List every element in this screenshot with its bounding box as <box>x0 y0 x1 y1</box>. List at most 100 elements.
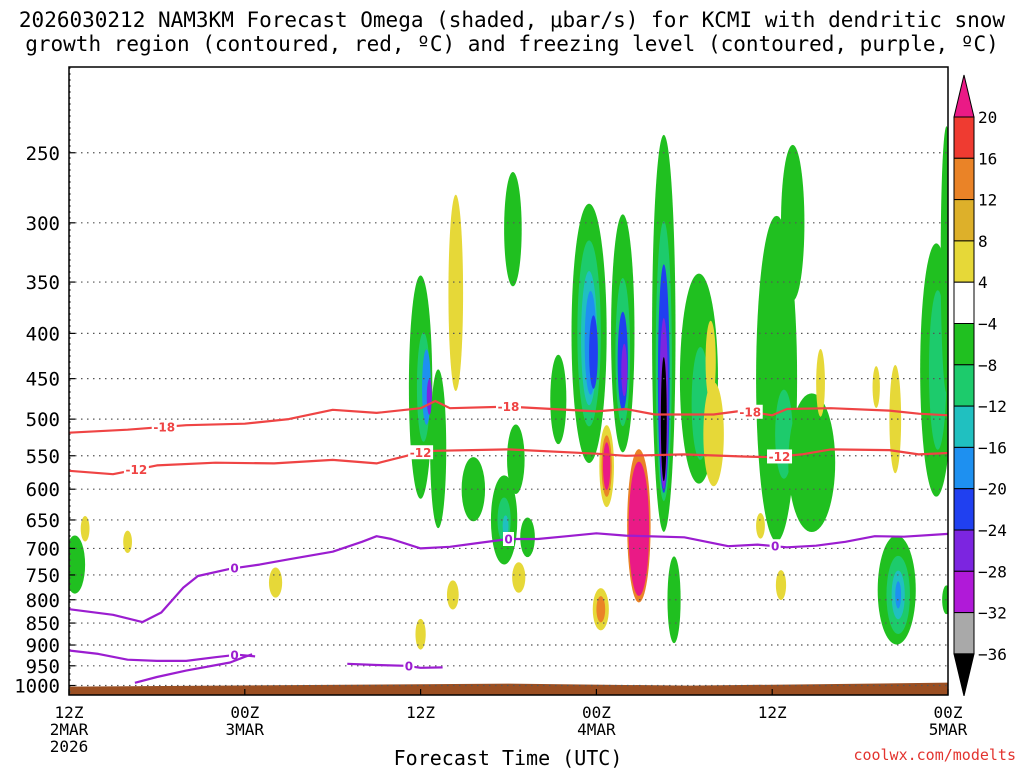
colorbar: 20 16 12 8 4 −4 −8 −12 −16 −20 −24 −28 −32 −36 <box>953 74 1007 697</box>
colorbar-label-5: −4 <box>978 315 997 334</box>
plot-area <box>69 67 948 695</box>
omega-shade-17 <box>512 562 526 593</box>
omega-shade-23 <box>589 315 598 389</box>
omega-shade-59 <box>942 585 948 615</box>
contour-label-0-0: -18 <box>153 420 175 434</box>
colorbar-band-13 <box>953 612 975 655</box>
y-tick-label-900: 900 <box>26 635 60 657</box>
colorbar-band-1 <box>953 116 975 159</box>
omega-shade-60 <box>816 349 825 417</box>
y-tick-label-700: 700 <box>26 538 60 560</box>
omega-shade-2 <box>123 530 132 553</box>
colorbar-label-3: 8 <box>978 232 988 251</box>
y-tick-label-500: 500 <box>26 409 60 431</box>
omega-shade-62 <box>507 424 525 494</box>
y-tick-label-750: 750 <box>26 565 60 587</box>
omega-shade-7 <box>426 379 433 415</box>
omega-shade-34 <box>628 461 650 596</box>
y-tick-label-400: 400 <box>26 323 60 345</box>
omega-shade-8 <box>430 369 447 529</box>
omega-shade-1 <box>80 516 90 542</box>
contour-label-bg-0-0 <box>151 419 177 434</box>
contour-label-1-0: -12 <box>126 463 148 477</box>
omega-shade-10 <box>461 457 486 522</box>
colorbar-band-7 <box>953 364 975 407</box>
colorbar-band-4 <box>953 240 975 283</box>
colorbar-top-arrow <box>953 74 975 118</box>
x-tick-label-2-0: 12Z <box>406 703 435 722</box>
omega-shade-48 <box>788 393 836 533</box>
omega-shade-51 <box>889 364 902 474</box>
contour-1 <box>69 448 948 476</box>
colorbar-band-6 <box>953 323 975 366</box>
omega-shade-58 <box>940 126 948 393</box>
omega-shade-3 <box>268 567 283 598</box>
y-tick-label-300: 300 <box>26 213 60 235</box>
omega-shade-49 <box>756 513 765 539</box>
colorbar-band-10 <box>953 488 975 531</box>
x-tick-label-1-1: 3MAR <box>226 720 265 739</box>
x-tick-label-5-0: 00Z <box>934 703 963 722</box>
omega-shade-27 <box>621 343 628 397</box>
omega-shade-61 <box>872 366 880 408</box>
plot-frame <box>68 66 949 696</box>
x-tick-label-3-1: 4MAR <box>577 720 616 739</box>
omega-shade-32 <box>596 596 606 623</box>
y-tick-label-800: 800 <box>26 590 60 612</box>
contour-label-2-1: 0 <box>504 532 512 546</box>
colorbar-band-3 <box>953 199 975 242</box>
contour-label-2-2: 0 <box>771 540 779 554</box>
contour-label-0-1: -18 <box>498 400 520 414</box>
contour-layer: -18 -18 -18 -12 -12 -12 0 0 0 0 0 <box>69 399 948 684</box>
x-tick-label-4-0: 12Z <box>758 703 787 722</box>
chart-title-line-2: growth region (contoured, red, ºC) and f… <box>25 32 999 56</box>
colorbar-label-0: 20 <box>978 108 997 127</box>
colorbar-band-12 <box>953 570 975 614</box>
y-tick-label-650: 650 <box>26 510 60 532</box>
colorbar-label-10: −24 <box>978 521 1007 540</box>
y-tick-label-850: 850 <box>26 613 60 635</box>
credit-text[interactable]: coolwx.com/modelts <box>853 746 1016 764</box>
contour-label-1-1: -12 <box>410 446 432 460</box>
shaded-layer <box>69 126 948 695</box>
x-tick-label-5-1: 5MAR <box>929 720 968 739</box>
y-tick-label-350: 350 <box>26 272 60 294</box>
x-axis-title: Forecast Time (UTC) <box>394 746 623 768</box>
ground-terrain <box>69 682 948 695</box>
contour-label-5-0: 0 <box>405 660 413 674</box>
colorbar-label-9: −20 <box>978 480 1007 499</box>
contour-label-bg-1-1 <box>408 445 434 460</box>
contour-label-bg-2-0 <box>229 561 241 576</box>
x-tick-label-0-0: 12Z <box>55 703 84 722</box>
omega-shade-0 <box>69 535 86 594</box>
chart-title-line-1: 2026030212 NAM3KM Forecast Omega (shaded… <box>18 8 1006 32</box>
colorbar-label-1: 16 <box>978 149 997 168</box>
y-tick-label-1000: 1000 <box>14 676 60 698</box>
colorbar-band-2 <box>953 157 975 201</box>
contour-0 <box>69 399 948 434</box>
colorbar-band-11 <box>953 529 975 572</box>
omega-shade-44 <box>705 320 716 402</box>
contour-2 <box>69 532 948 624</box>
colorbar-label-12: −32 <box>978 604 1007 623</box>
x-tick-label-0-1: 2MAR <box>50 720 89 739</box>
contour-label-2-0: 0 <box>230 562 238 576</box>
contour-label-bg-1-0 <box>123 462 149 477</box>
y-tick-label-450: 450 <box>26 369 60 391</box>
contour-label-bg-1-2 <box>767 449 793 464</box>
omega-shade-16 <box>415 618 426 650</box>
contour-label-0-2: -18 <box>739 405 761 419</box>
y-tick-label-600: 600 <box>26 479 60 501</box>
colorbar-label-11: −28 <box>978 562 1007 581</box>
colorbar-label-13: −36 <box>978 645 1007 664</box>
y-tick-label-250: 250 <box>26 143 60 165</box>
omega-shade-30 <box>602 442 611 490</box>
x-tick-label-3-0: 00Z <box>582 703 611 722</box>
colorbar-label-4: 4 <box>978 273 988 292</box>
x-tick-label-1-0: 00Z <box>230 703 259 722</box>
y-tick-label-550: 550 <box>26 446 60 468</box>
colorbar-band-9 <box>953 446 975 490</box>
x-tick-label-0-2: 2026 <box>50 737 89 756</box>
omega-shade-43 <box>703 382 724 487</box>
